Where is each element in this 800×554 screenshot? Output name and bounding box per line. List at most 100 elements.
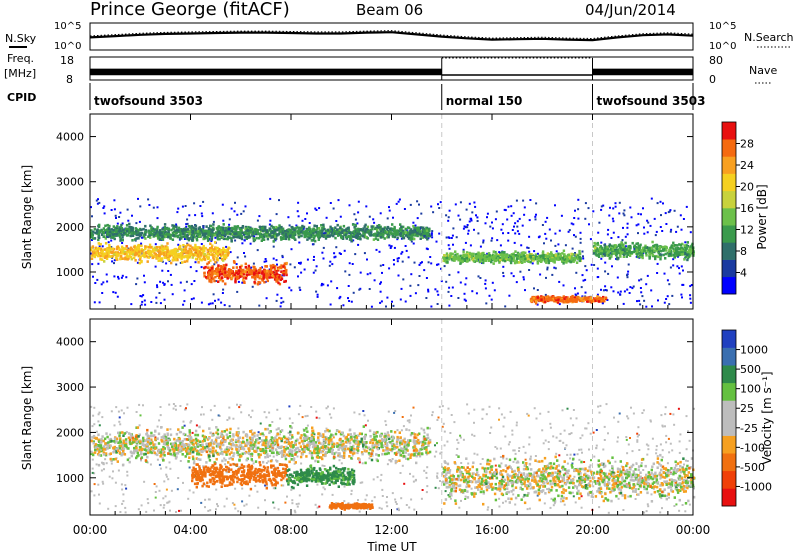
scatter-cell-647 [423, 269, 426, 272]
feature-0-cell-1155 [108, 244, 111, 247]
scatter-cell-174 [333, 256, 336, 259]
feature-0-cell-1273 [159, 248, 162, 252]
feature-3-cell-3853 [468, 252, 472, 255]
scatter-cell-140 [303, 268, 306, 271]
feature-2-cell-3118 [251, 234, 254, 237]
feature-2-cell-3249 [160, 231, 163, 235]
scatter-cell-465 [682, 218, 685, 220]
feature-2-cell-2862 [293, 230, 297, 234]
feature-2-cell-2400 [393, 227, 396, 230]
scatter-cell-118 [254, 484, 257, 487]
feature-5-cell-4620 [614, 244, 617, 247]
feature-3-cell-3892 [474, 253, 478, 256]
feature-1-cell-1867 [257, 271, 261, 275]
feature-2-cell-2472 [130, 228, 133, 231]
feature-2-cell-3250 [152, 229, 155, 233]
feature-2-cell-2572 [106, 228, 109, 232]
feature-2-cell-2054 [93, 237, 97, 240]
scatter-cell-394 [592, 210, 595, 213]
feature-2-cell-2038 [406, 233, 409, 237]
feature-3-cell-3655 [537, 259, 540, 263]
feature-3-cell-3823 [486, 254, 489, 258]
scatter-cell-722 [276, 293, 279, 296]
feature-2-cell-3078 [169, 237, 172, 240]
feature-2-cell-3282 [138, 232, 142, 235]
feature-0-cell-1290 [179, 247, 182, 251]
feature-0-cell-1276 [97, 242, 100, 245]
scatter-cell-62 [290, 488, 293, 491]
feature-2-cell-2058 [275, 237, 278, 240]
scatter-cell-680 [159, 280, 162, 283]
scatter-cell-169 [467, 462, 470, 465]
feature-2-cell-3339 [384, 231, 387, 235]
feature-2-cell-1875 [144, 224, 147, 228]
feature-1-cell-1747 [283, 271, 286, 275]
scatter-cell-428 [507, 205, 510, 208]
feature-2-cell-2985 [180, 235, 183, 238]
feature-3-cell-3837 [463, 253, 466, 257]
scatter-cell-318 [596, 267, 599, 270]
scatter-cell-544 [602, 204, 605, 207]
scatter-cell-492 [597, 231, 600, 234]
scatter-cell-249 [268, 223, 271, 226]
scatter-cell-672 [484, 282, 487, 285]
velocity-plot-area [90, 319, 693, 515]
feature-2-cell-2197 [197, 235, 200, 238]
scatter-cell-677 [437, 293, 440, 296]
scatter-cell-116 [655, 448, 658, 451]
feature-2-cell-2418 [131, 229, 134, 233]
scatter-cell-347 [115, 217, 117, 219]
scatter-cell-651 [646, 274, 649, 277]
feature-1-cell-1707 [250, 272, 254, 275]
feature-5-cell-4568 [619, 248, 623, 252]
scatter-cell-142 [91, 215, 93, 218]
feature-3-cell-3949 [443, 254, 446, 257]
feature-0-cell-1189 [223, 257, 227, 261]
scatter-cell-759 [445, 236, 448, 239]
feature-2-cell-3108 [95, 231, 99, 234]
scatter-cell-880 [504, 305, 507, 308]
feature-5-cell-4680 [623, 252, 627, 255]
feature-4-cell-4218 [533, 298, 536, 302]
feature-5-cell-4467 [686, 256, 690, 260]
scatter-cell-415 [671, 294, 674, 297]
feature-1-cell-1566 [244, 262, 247, 266]
feature-0-cell-1232 [144, 247, 147, 251]
feature-0-cell-1401 [198, 250, 201, 254]
feature-3-cell-3860 [570, 257, 573, 261]
feature-0-cell-1419 [162, 247, 165, 250]
scatter-cell-489 [156, 286, 159, 289]
feature-2-cell-3185 [400, 225, 403, 229]
scatter-cell-619 [451, 234, 454, 237]
scatter-cell-378 [571, 247, 574, 250]
feature-2-cell-3042 [209, 233, 212, 236]
scatter-cell-446 [100, 283, 103, 286]
feature-3-cell-3687 [462, 250, 465, 253]
feature-1-cell-1837 [272, 263, 275, 267]
feature-2-cell-2723 [315, 229, 318, 232]
feature-3-cell-3596 [467, 253, 470, 256]
scatter-cell-596 [584, 278, 587, 281]
feature-0-cell-1296 [180, 256, 183, 259]
feature-2-cell-2886 [379, 229, 383, 233]
scatter-cell-319 [193, 280, 196, 282]
feature-4-cell-4096 [587, 297, 590, 300]
feature-2-cell-2561 [215, 231, 218, 234]
feature-5-cell-4595 [670, 245, 673, 249]
scatter-cell-818 [379, 264, 382, 267]
feature-2-cell-2453 [321, 234, 324, 237]
scatter-cell-593 [297, 215, 300, 218]
feature-1-cell-1549 [251, 275, 254, 279]
feature-2-cell-2783 [369, 234, 372, 237]
scatter-cell-432 [272, 257, 275, 260]
scatter-cell-75 [559, 500, 562, 503]
scatter-cell-770 [390, 245, 393, 248]
feature-0-cell-1417 [167, 258, 170, 261]
scatter-cell-126 [671, 449, 674, 452]
feature-2-cell-2000 [372, 238, 376, 241]
noise-panel-frame [89, 22, 694, 51]
feature-5-cell-4670 [628, 254, 632, 257]
scatter-cell-161 [429, 256, 432, 258]
feature-2-cell-2766 [240, 231, 243, 235]
feature-2-cell-2581 [257, 236, 261, 240]
